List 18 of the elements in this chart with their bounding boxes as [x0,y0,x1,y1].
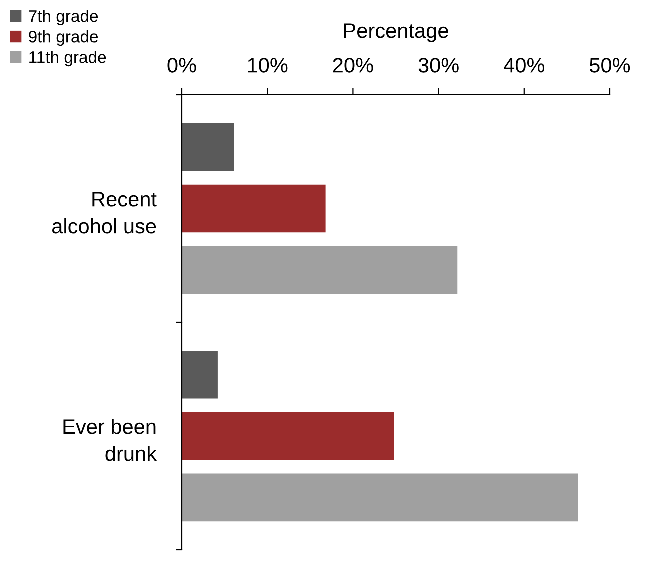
bar [182,184,326,233]
bar [182,350,218,399]
x-tick-label: 0% [168,58,196,73]
bar [182,246,458,294]
legend-label: 7th grade [29,10,98,26]
x-tick-label: 50% [590,58,630,73]
bar [182,123,234,172]
x-tick-label: 20% [333,58,374,73]
y-tick-label: Ever been drunk [64,418,158,462]
legend-label: 9th grade [29,30,98,46]
legend-label: 11th grade [30,51,106,67]
y-tick-label: Recent alcohol use [52,192,157,234]
bar [182,412,394,460]
x-axis-title: Percentage [344,24,448,42]
x-tick-label: 40% [504,58,545,73]
x-tick-label: 10% [248,58,288,73]
bar [182,474,578,522]
x-tick-label: 30% [418,58,459,73]
